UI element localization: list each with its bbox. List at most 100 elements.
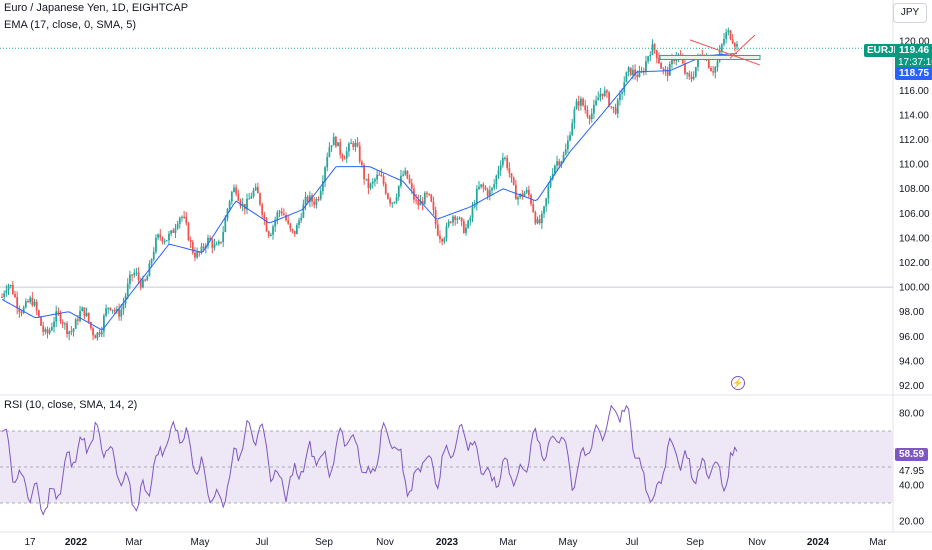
rsi-legend[interactable]: RSI (10, close, SMA, 14, 2) [4, 399, 138, 411]
candle-body [361, 161, 363, 166]
candle-body [666, 69, 669, 76]
candle-body [417, 200, 420, 206]
candle-body [545, 198, 548, 207]
candle-body [133, 272, 136, 276]
candle-body [137, 272, 140, 280]
candle-body [720, 44, 723, 52]
candle-body [152, 251, 155, 260]
candle-body [246, 198, 248, 210]
candle-body [428, 193, 431, 195]
time-tick-label: Jul [626, 537, 639, 548]
candle-body [111, 309, 114, 311]
candle-body [460, 217, 463, 222]
candle-body [465, 227, 467, 233]
candle-body [302, 204, 305, 218]
candle-body [207, 237, 209, 246]
candle-body [330, 145, 333, 148]
candle-body [46, 329, 49, 334]
candle-body [406, 170, 409, 179]
candle-body [274, 219, 277, 227]
candle-body [105, 308, 107, 316]
candle-body [363, 165, 365, 180]
candle-body [484, 187, 487, 190]
candle-body [408, 178, 411, 184]
candle-body [79, 311, 81, 321]
candle-body [575, 101, 578, 110]
candle-body [590, 113, 593, 120]
candle-body [18, 308, 21, 313]
candle-body [707, 58, 710, 69]
candle-body [217, 241, 220, 245]
lightning-alert-icon[interactable]: ⚡ [731, 376, 745, 390]
candle-body [686, 73, 689, 75]
candle-body [597, 97, 600, 101]
candle-body [475, 188, 478, 205]
time-tick-label: 2024 [807, 537, 830, 548]
candle-body [634, 69, 636, 76]
candle-body [582, 98, 584, 106]
candle-body [230, 192, 233, 202]
candle-body [72, 328, 75, 332]
candle-body [716, 61, 719, 68]
candle-body [248, 198, 251, 200]
currency-button[interactable]: JPY [893, 3, 927, 23]
candle-body [68, 331, 71, 335]
candle-body [189, 240, 192, 243]
candle-body [27, 301, 29, 303]
candle-body [107, 307, 110, 309]
candle-body [276, 212, 279, 220]
candle-body [636, 75, 639, 77]
candle-body [74, 319, 77, 329]
candle-body [352, 143, 355, 148]
candle-body [5, 290, 8, 294]
candle-body [692, 76, 695, 79]
candle-body [649, 54, 652, 57]
candle-body [122, 303, 125, 310]
candle-body [736, 44, 738, 47]
candle-body [499, 165, 502, 171]
candle-body [391, 202, 394, 204]
candle-body [24, 301, 27, 308]
candle-body [59, 312, 62, 322]
candle-body [198, 251, 201, 253]
price-tick-label: 116.00 [899, 86, 929, 97]
candle-body [298, 220, 300, 226]
candle-body [619, 93, 621, 101]
candle-body [723, 39, 725, 45]
candle-body [514, 184, 517, 200]
candle-body [131, 274, 133, 276]
ema-legend[interactable]: EMA (17, close, 0, SMA, 5) [4, 19, 137, 31]
candle-body [560, 161, 563, 166]
candle-body [328, 147, 331, 157]
candle-body [35, 301, 38, 311]
candle-body [384, 184, 387, 194]
candle-body [150, 259, 153, 264]
candle-body [486, 189, 489, 196]
rsi-tick-label: 20.00 [899, 517, 924, 528]
candle-body [697, 57, 699, 68]
candle-body [20, 312, 23, 314]
candle-body [256, 187, 259, 194]
price-tick-label: 98.00 [899, 307, 924, 318]
price-tick-label: 92.00 [899, 381, 924, 392]
candle-body [174, 228, 177, 233]
candle-body [185, 216, 188, 224]
candle-body [564, 149, 567, 155]
candle-body [48, 330, 51, 334]
candle-body [478, 186, 480, 189]
candle-body [196, 251, 199, 258]
candle-body [209, 237, 212, 241]
symbol-legend[interactable]: Euro / Japanese Yen, 1D, EIGHTCAP [4, 2, 189, 14]
candle-body [579, 98, 582, 106]
candle-body [445, 226, 448, 239]
candle-body [387, 193, 389, 199]
candle-body [497, 170, 500, 176]
candle-body [547, 186, 550, 199]
candle-body [593, 104, 595, 114]
candle-body [714, 67, 717, 73]
candle-body [87, 312, 90, 323]
candle-body [118, 309, 120, 317]
candle-body [1, 296, 3, 298]
candle-body [155, 237, 157, 252]
